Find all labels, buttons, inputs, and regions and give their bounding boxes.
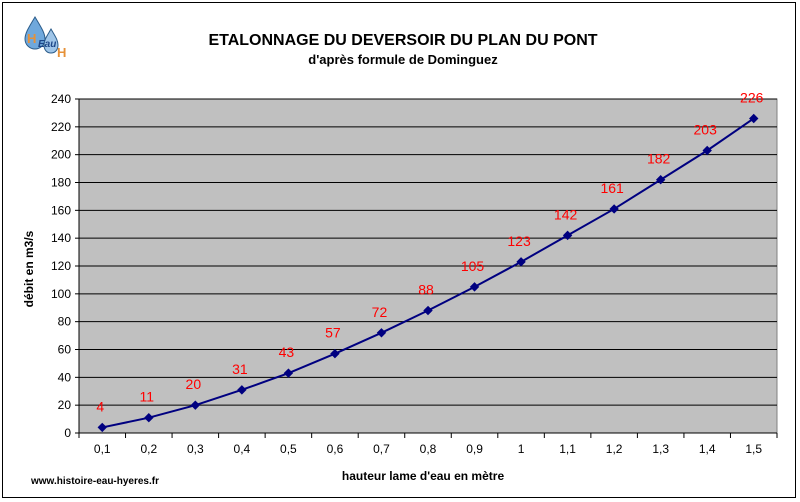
x-tick-label: 0,7 xyxy=(373,442,390,456)
chart-canvas: H Eau H ETALONNAGE DU DEVERSOIR DU PLAN … xyxy=(22,16,778,487)
data-label: 182 xyxy=(647,151,671,167)
y-tick-label: 240 xyxy=(51,92,71,106)
y-tick-label: 220 xyxy=(51,120,71,134)
data-point-marker xyxy=(237,385,247,395)
x-tick-label: 0,3 xyxy=(187,442,204,456)
x-tick-label: 1,4 xyxy=(699,442,716,456)
data-point-marker xyxy=(562,230,573,241)
y-tick-label: 120 xyxy=(51,259,71,273)
data-point-marker xyxy=(283,368,294,378)
water-drop-icon xyxy=(43,27,59,54)
website-footer: www.histoire-eau-hyeres.fr xyxy=(30,476,159,487)
logo-letter-h: H xyxy=(27,31,36,46)
x-tick-label: 1,3 xyxy=(652,442,669,456)
y-tick-label: 100 xyxy=(51,287,71,301)
data-point-marker xyxy=(376,328,387,338)
data-label: 11 xyxy=(140,389,155,405)
water-drop-icon xyxy=(24,16,46,50)
x-tick-label: 0,9 xyxy=(466,442,483,456)
x-tick-label: 0,5 xyxy=(280,442,297,456)
data-label: 88 xyxy=(418,282,434,298)
data-label: 20 xyxy=(186,376,202,392)
data-label: 31 xyxy=(232,361,248,377)
x-tick-label: 1,2 xyxy=(606,442,623,456)
chart-title: ETALONNAGE DU DEVERSOIR DU PLAN DU PONT xyxy=(208,32,597,49)
x-tick-label: 1 xyxy=(518,442,525,456)
data-point-marker xyxy=(144,412,154,423)
x-axis: 0,1 0,2 0,3 0,4 0,5 0,6 0,7 0,8 0,9 1 1,1 1,2 1,3 1,4… xyxy=(78,432,778,456)
logo-word-eau: Eau xyxy=(38,39,56,50)
series xyxy=(97,113,759,433)
y-tick-label: 20 xyxy=(58,398,72,412)
y-tick-label: 60 xyxy=(58,343,72,357)
y-axis-title: débit en m3/s xyxy=(22,230,36,307)
data-point-marker xyxy=(516,257,526,267)
data-label: 203 xyxy=(694,121,718,137)
x-tick-label: 1,5 xyxy=(745,442,762,456)
data-point-marker xyxy=(609,204,619,214)
logo: H Eau H xyxy=(24,16,66,60)
data-label: 43 xyxy=(279,344,295,360)
x-tick-label: 1,1 xyxy=(559,442,576,456)
data-point-marker xyxy=(702,145,712,156)
data-point-marker xyxy=(330,348,340,359)
x-axis-title: hauteur lame d'eau en mètre xyxy=(342,469,505,483)
data-point-marker xyxy=(749,113,759,124)
y-tick-label: 0 xyxy=(64,426,71,440)
data-label: 4 xyxy=(96,398,104,414)
data-label: 142 xyxy=(554,206,578,222)
x-tick-label: 0,1 xyxy=(94,442,111,456)
y-tick-label: 160 xyxy=(51,203,71,217)
data-label: 123 xyxy=(507,233,531,249)
data-point-marker xyxy=(97,422,107,433)
y-tick-label: 40 xyxy=(58,370,72,384)
data-point-marker xyxy=(469,282,480,292)
gridlines xyxy=(79,98,777,406)
y-axis: 0 20 40 60 80 100 120 140 160 180 200 220 240 xyxy=(51,92,80,440)
chart-subtitle: d'après formule de Dominguez xyxy=(308,52,498,67)
x-tick-label: 0,8 xyxy=(420,442,437,456)
data-label: 105 xyxy=(461,258,485,274)
data-label: 226 xyxy=(740,89,764,105)
x-tick-label: 0,6 xyxy=(327,442,344,456)
data-labels: 4 11 20 31 43 57 72 88 105 123 142 161 182 203 226 xyxy=(96,89,763,414)
y-tick-label: 200 xyxy=(51,148,71,162)
data-label: 161 xyxy=(600,180,624,196)
data-point-marker xyxy=(190,400,201,410)
y-tick-label: 80 xyxy=(58,315,72,329)
y-tick-label: 140 xyxy=(51,231,71,245)
data-label: 72 xyxy=(372,304,388,320)
data-point-marker xyxy=(655,175,666,185)
y-tick-label: 180 xyxy=(51,176,71,190)
logo-letter-h: H xyxy=(57,45,66,60)
x-tick-label: 0,2 xyxy=(140,442,157,456)
data-label: 57 xyxy=(325,325,341,341)
x-tick-label: 0,4 xyxy=(234,442,251,456)
data-point-marker xyxy=(423,305,433,316)
